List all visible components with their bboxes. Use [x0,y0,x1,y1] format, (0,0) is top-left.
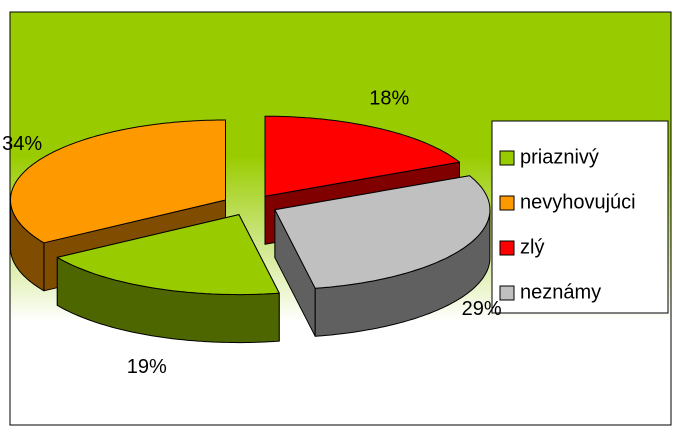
slice-top [264,115,460,197]
pie [10,115,491,344]
legend-swatch [499,240,515,256]
slice-top [10,119,226,244]
legend-swatch [499,150,515,166]
legend-label: priaznivý [520,146,599,168]
legend-label: neznámy [520,281,601,303]
legend-swatch [499,285,515,301]
data-label: 18% [369,88,409,110]
data-label: 19% [127,356,167,378]
data-label: 34% [2,133,42,155]
legend [491,120,669,314]
slice [56,214,280,344]
slice [274,175,491,337]
data-label: 29% [462,298,502,320]
legend-swatch [499,195,515,211]
legend-label: nevyhovujúci [520,191,636,213]
legend-label: zlý [520,236,544,258]
slice-top [56,214,280,296]
slice-top [274,175,491,289]
